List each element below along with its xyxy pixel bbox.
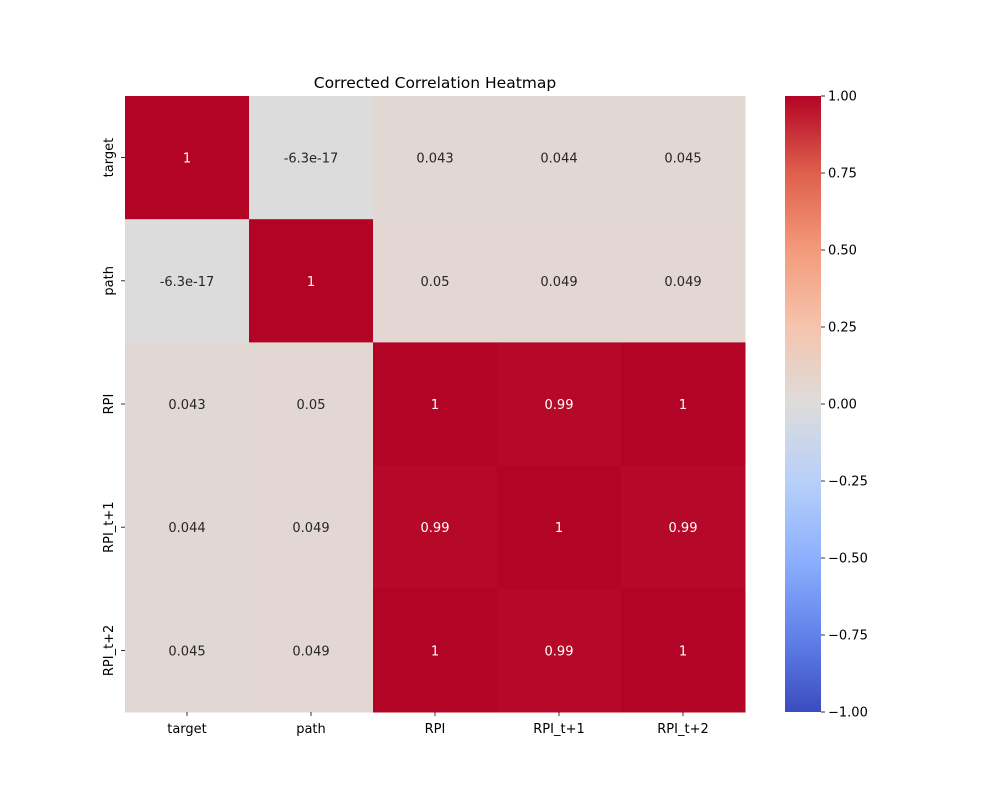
heatmap-cell xyxy=(497,96,622,220)
heatmap-cell xyxy=(621,219,746,343)
cell-value-label: -6.3e-17 xyxy=(284,152,339,167)
cell-value-label: 1 xyxy=(307,275,315,290)
cell-value-label: 0.049 xyxy=(664,275,701,290)
cell-value-label: 0.049 xyxy=(540,275,577,290)
heatmap-cell xyxy=(497,219,622,343)
heatmap-cell xyxy=(497,465,622,590)
heatmap-cell xyxy=(249,219,374,343)
cell-value-label: 1 xyxy=(183,152,191,167)
heatmap-cell xyxy=(249,588,374,713)
cell-value-label: 0.05 xyxy=(421,275,450,290)
heatmap-cells: 1 -6.3e-17 0.043 0.044 0.045 -6.3e-17 1 0.05 0.0… xyxy=(125,96,746,713)
heatmap-cell xyxy=(125,96,250,220)
chart-title: Corrected Correlation Heatmap xyxy=(314,74,556,92)
heatmap-cell xyxy=(497,588,622,713)
x-tick-label: target xyxy=(167,722,207,737)
cell-value-label: 0.045 xyxy=(168,644,205,659)
cell-value-label: 0.045 xyxy=(664,152,701,167)
x-tick-label: path xyxy=(296,722,326,737)
heatmap-cell xyxy=(249,96,374,220)
cell-value-label: 0.05 xyxy=(297,398,326,413)
heatmap-cell xyxy=(125,465,250,590)
cell-value-label: 0.99 xyxy=(545,398,574,413)
cell-value-label: 1 xyxy=(431,398,439,413)
cell-value-label: 0.99 xyxy=(669,521,698,536)
x-tick-label: RPI_t+2 xyxy=(657,722,708,737)
heatmap-cell xyxy=(497,342,622,467)
colorbar: 1.00 0.75 0.50 0.25 0.00 −0.25 −0.50 −0.75 −1.00 xyxy=(785,90,868,721)
heatmap-cell xyxy=(249,342,374,467)
cell-value-label: 1 xyxy=(679,398,687,413)
x-axis: target path RPI RPI_t+1 RPI_t+2 xyxy=(167,712,709,737)
x-tick-label: RPI_t+1 xyxy=(533,722,584,737)
heatmap-cell xyxy=(125,588,250,713)
heatmap-cell xyxy=(621,342,746,467)
colorbar-tick-label: −0.50 xyxy=(828,552,868,567)
cell-value-label: 0.049 xyxy=(292,644,329,659)
cell-value-label: 0.043 xyxy=(416,152,453,167)
y-tick-label: target xyxy=(102,138,117,178)
colorbar-tick-label: 0.25 xyxy=(828,321,857,336)
y-tick-label: RPI_t+1 xyxy=(102,501,117,552)
heatmap-cell xyxy=(373,96,498,220)
y-tick-label: path xyxy=(102,266,117,296)
colorbar-tick-label: 0.50 xyxy=(828,244,857,259)
y-axis: target path RPI RPI_t+1 RPI_t+2 xyxy=(102,138,125,676)
cell-value-label: 1 xyxy=(555,521,563,536)
cell-value-label: 1 xyxy=(431,644,439,659)
colorbar-tick-label: −0.25 xyxy=(828,475,868,490)
cell-value-label: -6.3e-17 xyxy=(160,275,215,290)
heatmap-cell xyxy=(125,342,250,467)
colorbar-tick-label: −1.00 xyxy=(828,706,868,721)
cell-value-label: 1 xyxy=(679,644,687,659)
x-tick-label: RPI xyxy=(425,722,446,737)
heatmap-cell xyxy=(621,465,746,590)
colorbar-tick-label: 0.00 xyxy=(828,398,857,413)
cell-value-label: 0.044 xyxy=(168,521,205,536)
colorbar-tick-label: 1.00 xyxy=(828,90,857,105)
heatmap-cell xyxy=(373,219,498,343)
heatmap-cell xyxy=(373,342,498,467)
y-tick-label: RPI xyxy=(102,394,117,415)
heatmap-cell xyxy=(125,219,250,343)
heatmap-cell xyxy=(621,588,746,713)
cell-value-label: 0.99 xyxy=(545,644,574,659)
colorbar-tick-label: 0.75 xyxy=(828,167,857,182)
cell-value-label: 0.049 xyxy=(292,521,329,536)
heatmap-cell xyxy=(249,465,374,590)
cell-value-label: 0.044 xyxy=(540,152,577,167)
heatmap-cell xyxy=(621,96,746,220)
cell-value-label: 0.043 xyxy=(168,398,205,413)
y-tick-label: RPI_t+2 xyxy=(102,625,117,676)
heatmap-cell xyxy=(373,588,498,713)
colorbar-tick-label: −0.75 xyxy=(828,629,868,644)
heatmap-cell xyxy=(373,465,498,590)
colorbar-gradient xyxy=(785,96,821,712)
cell-value-label: 0.99 xyxy=(421,521,450,536)
